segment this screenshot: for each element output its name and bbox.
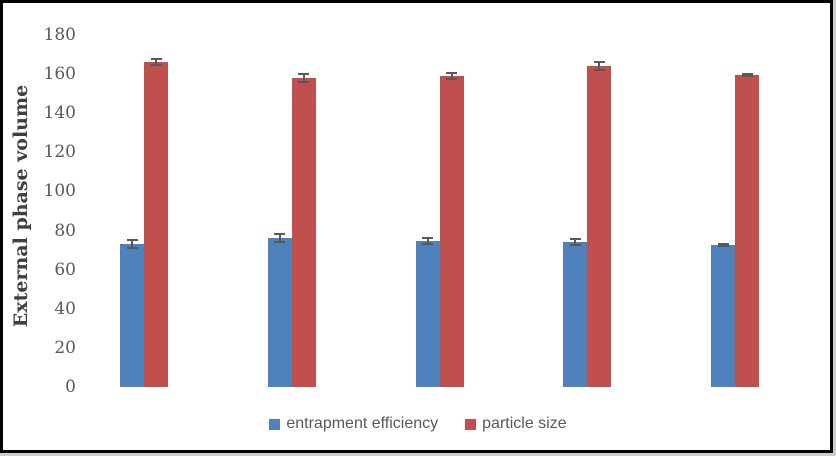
error-bar-cap-top (741, 73, 753, 76)
legend-swatch-entrapment-efficiency (269, 418, 281, 430)
error-bar-line (278, 234, 281, 243)
bar-entrapment-efficiency-group-2 (267, 238, 292, 387)
error-bar-cap-bottom (569, 244, 581, 247)
y-tick-label: 80 (54, 220, 76, 241)
error-bar-line (574, 239, 577, 246)
bar-entrapment-efficiency-group-1 (120, 244, 144, 387)
error-bar-cap-top (150, 58, 162, 61)
y-tick-label: 180 (43, 24, 76, 45)
y-tick-label: 120 (43, 142, 76, 163)
error-bar-line (155, 59, 157, 66)
legend-label: entrapment efficiency (286, 415, 439, 432)
y-tick-label: 40 (54, 298, 76, 319)
error-bar-cap-bottom (298, 80, 310, 83)
y-tick-label: 160 (43, 64, 76, 85)
error-bar-cap-top (717, 243, 729, 246)
error-bar-cap-bottom (741, 74, 753, 77)
legend-label: particle size (482, 415, 567, 432)
y-tick-label: 20 (54, 337, 76, 358)
error-bar-cap-top (593, 61, 605, 64)
bar-particle-size-group-2 (291, 77, 316, 387)
bar-particle-size-group-4 (587, 66, 612, 387)
bar-particle-size-group-5 (735, 75, 760, 387)
y-tick-label: 60 (54, 259, 76, 280)
figure-outer-edge-bottom (0, 453, 836, 456)
error-bar-line (598, 62, 601, 71)
bar-entrapment-efficiency-group-5 (711, 245, 736, 387)
error-bar-line (131, 240, 133, 249)
error-bar-cap-bottom (274, 241, 286, 244)
error-bar-line (302, 74, 305, 82)
y-tick-label: 100 (43, 181, 76, 202)
error-bar-line (450, 73, 453, 79)
error-bar-cap-top (126, 239, 138, 242)
bar-particle-size-group-1 (144, 62, 168, 387)
error-bar-cap-bottom (422, 243, 434, 246)
legend-swatch-particle-size (465, 418, 477, 430)
error-bar-line (426, 238, 429, 245)
error-bar-cap-bottom (150, 64, 162, 67)
legend-item-entrapment-efficiency: entrapment efficiency (269, 415, 438, 433)
bar-particle-size-group-3 (439, 75, 464, 387)
y-tick-label: 0 (65, 377, 76, 397)
error-bar-cap-top (422, 237, 434, 240)
legend-item-particle-size: particle size (465, 415, 567, 433)
error-bar-cap-top (298, 73, 310, 76)
error-bar-cap-bottom (126, 247, 138, 250)
y-tick-label: 140 (43, 103, 76, 124)
legend: entrapment efficiency particle size (0, 414, 836, 434)
error-bar-cap-top (569, 238, 581, 241)
error-bar-cap-bottom (717, 245, 729, 248)
figure-outer-edge-right (833, 0, 836, 456)
error-bar-cap-top (274, 233, 286, 236)
error-bar-cap-top (446, 72, 458, 75)
bar-entrapment-efficiency-group-4 (563, 242, 588, 387)
bar-entrapment-efficiency-group-3 (415, 241, 440, 387)
error-bar-cap-bottom (446, 77, 458, 80)
error-bar-cap-bottom (593, 69, 605, 72)
